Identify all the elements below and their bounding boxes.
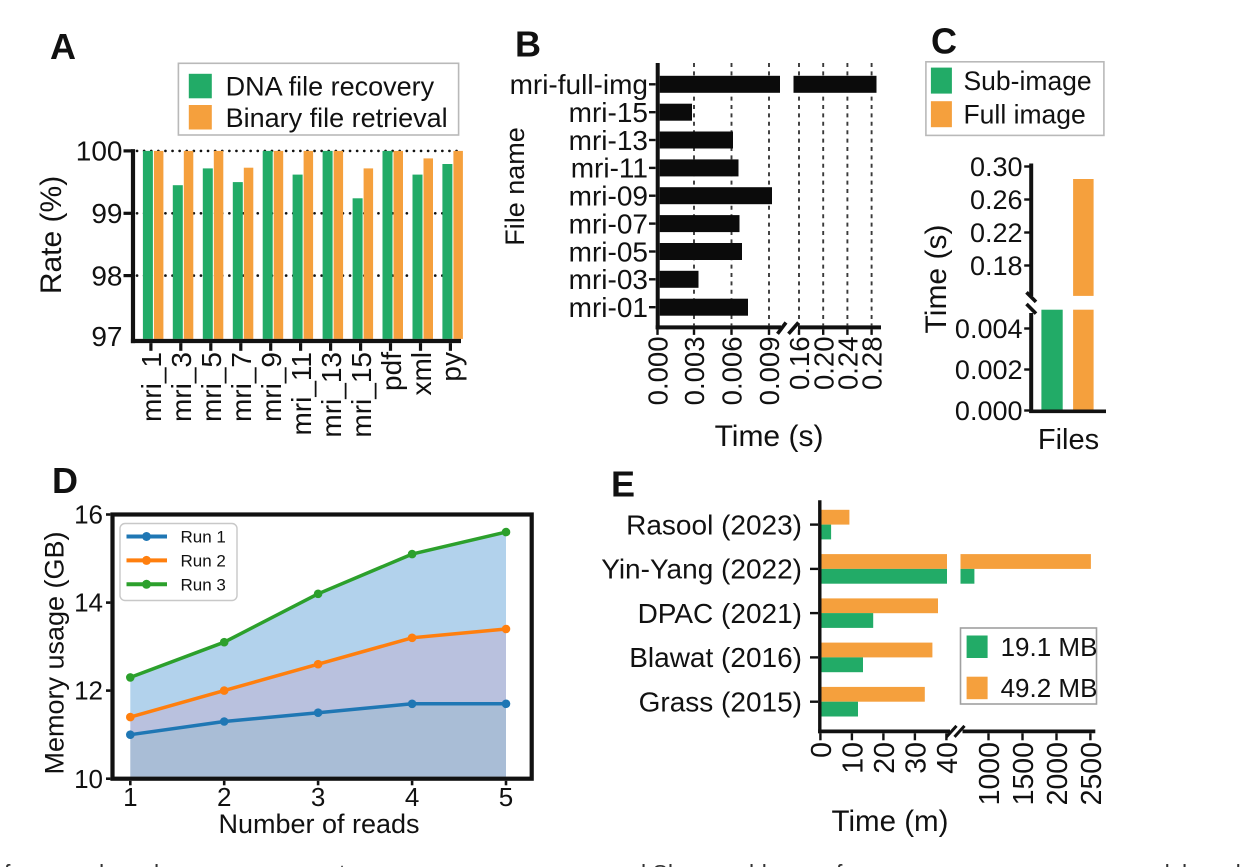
svg-text:xml: xml (406, 352, 437, 396)
svg-text:mri_13: mri_13 (316, 352, 347, 438)
svg-text:97: 97 (91, 321, 122, 352)
svg-text:5: 5 (499, 782, 513, 812)
svg-text:mri_11: mri_11 (286, 352, 317, 436)
svg-text:Sub-image: Sub-image (964, 66, 1092, 96)
svg-text:Rate (%): Rate (%) (35, 176, 68, 294)
svg-text:Rasool (2023): Rasool (2023) (626, 509, 802, 540)
svg-text:0.009: 0.009 (754, 337, 785, 406)
svg-text:0.24: 0.24 (833, 337, 864, 391)
svg-text:0: 0 (806, 742, 838, 758)
svg-text:mri-15: mri-15 (569, 97, 648, 128)
svg-text:pdf: pdf (376, 352, 407, 391)
svg-text:Time (s): Time (s) (920, 225, 953, 334)
svg-text:DNA file recovery: DNA file recovery (226, 72, 435, 102)
svg-text:0.002: 0.002 (955, 355, 1023, 385)
svg-text:1: 1 (123, 782, 137, 812)
svg-text:mri-09: mri-09 (569, 181, 648, 212)
svg-text:mri-01: mri-01 (569, 292, 648, 323)
svg-text:Yin-Yang (2022): Yin-Yang (2022) (601, 554, 802, 585)
svg-text:0.20: 0.20 (808, 337, 839, 391)
svg-text:40: 40 (932, 742, 964, 774)
svg-text:99: 99 (91, 198, 122, 229)
svg-text:0.000: 0.000 (955, 396, 1023, 426)
svg-text:Memory usage (GB): Memory usage (GB) (40, 531, 70, 774)
svg-text:Number of reads: Number of reads (218, 809, 419, 839)
svg-text:Run 2: Run 2 (181, 551, 226, 570)
svg-text:mri_1: mri_1 (136, 352, 167, 422)
svg-text:10: 10 (837, 742, 869, 774)
svg-text:0.26: 0.26 (970, 185, 1023, 215)
svg-text:49.2 MB: 49.2 MB (1001, 673, 1098, 703)
svg-text:File name: File name (500, 127, 530, 246)
svg-text:2: 2 (217, 782, 231, 812)
svg-text:mri_15: mri_15 (346, 352, 377, 438)
svg-text:mri-full-img: mri-full-img (510, 69, 648, 100)
svg-text:mri-03: mri-03 (569, 264, 648, 295)
svg-text:0.18: 0.18 (970, 251, 1023, 281)
svg-text:19.1 MB: 19.1 MB (1001, 632, 1098, 662)
svg-text:Binary file retrieval: Binary file retrieval (226, 103, 448, 133)
svg-text:mri-11: mri-11 (571, 153, 648, 184)
svg-text:98: 98 (91, 260, 122, 291)
svg-text:Run 3: Run 3 (181, 575, 226, 594)
svg-text:Time (m): Time (m) (832, 805, 949, 838)
svg-text:2500: 2500 (1076, 742, 1108, 805)
svg-text:1000: 1000 (974, 742, 1006, 805)
svg-text:mri_9: mri_9 (256, 352, 287, 422)
svg-text:mri_7: mri_7 (226, 352, 257, 422)
svg-text:4: 4 (405, 782, 419, 812)
svg-text:12: 12 (74, 676, 103, 706)
svg-text:Run 1: Run 1 (181, 527, 226, 546)
svg-text:D: D (52, 460, 78, 501)
svg-text:0.28: 0.28 (857, 337, 888, 391)
svg-text:mri_3: mri_3 (166, 352, 197, 422)
svg-text:Time (s): Time (s) (715, 420, 824, 453)
svg-text:2000: 2000 (1042, 742, 1074, 805)
svg-text:mri_5: mri_5 (196, 352, 227, 422)
svg-text:mri-05: mri-05 (569, 236, 648, 267)
svg-text:10: 10 (74, 764, 103, 794)
svg-text:100: 100 (76, 136, 123, 167)
svg-text:mri-07: mri-07 (569, 208, 648, 239)
svg-text:0.006: 0.006 (717, 337, 748, 406)
svg-text:0.30: 0.30 (970, 152, 1023, 182)
svg-text:A: A (50, 26, 76, 67)
svg-text:3: 3 (311, 782, 325, 812)
svg-text:0.22: 0.22 (970, 218, 1023, 248)
svg-text:Full image: Full image (964, 100, 1086, 130)
svg-text:14: 14 (74, 588, 103, 618)
svg-text:0.004: 0.004 (955, 314, 1023, 344)
svg-text:16: 16 (74, 500, 103, 530)
svg-text:py: py (436, 352, 467, 382)
svg-text:0.003: 0.003 (679, 337, 710, 406)
svg-text:20: 20 (869, 742, 901, 774)
svg-text:30: 30 (900, 742, 932, 774)
svg-text:0.16: 0.16 (784, 337, 815, 391)
svg-text:E: E (611, 464, 635, 505)
svg-text:Blawat (2016): Blawat (2016) (629, 642, 802, 673)
svg-text:DPAC (2021): DPAC (2021) (638, 598, 802, 629)
svg-text:1500: 1500 (1008, 742, 1040, 805)
svg-text:C: C (931, 21, 957, 62)
svg-text:B: B (515, 24, 541, 65)
svg-text:Files: Files (1038, 424, 1099, 456)
svg-text:mri-13: mri-13 (569, 125, 648, 156)
svg-text:Grass (2015): Grass (2015) (639, 687, 802, 718)
svg-text:0.000: 0.000 (643, 337, 674, 406)
